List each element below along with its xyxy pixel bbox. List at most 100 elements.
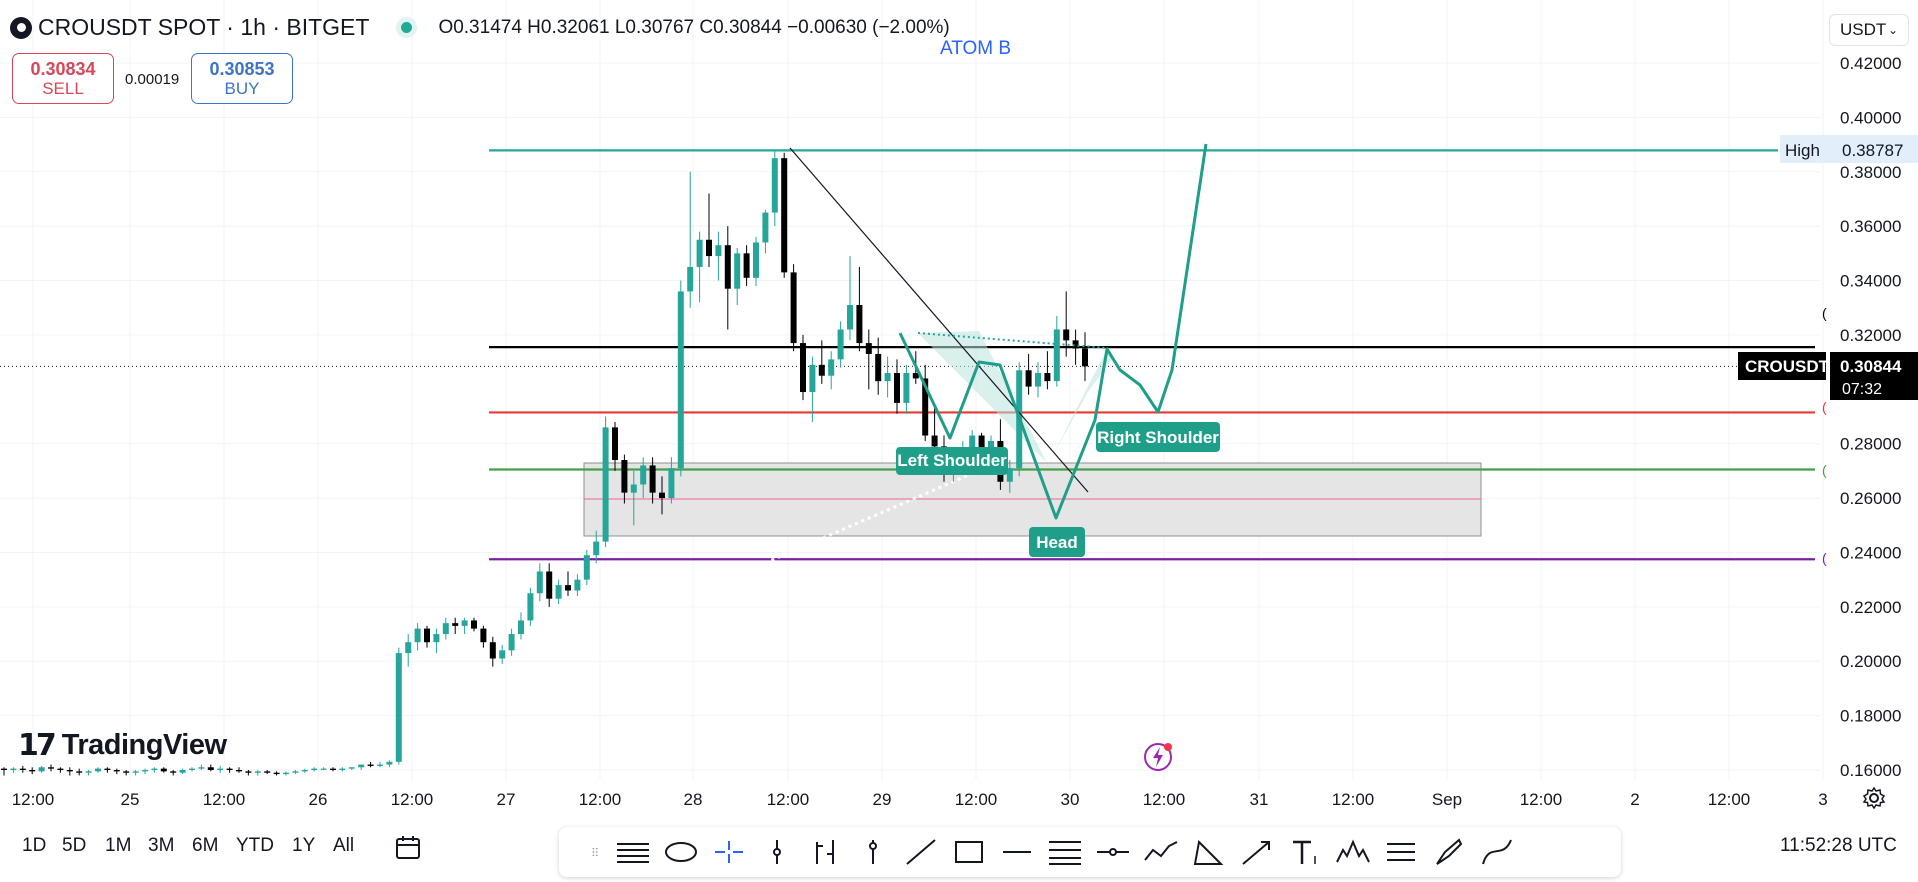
range-3m-button[interactable]: 3M [148, 835, 175, 856]
price-axis[interactable]: 0.42000 0.40000 0.38000 0.36000 0.34000 0.320… [1840, 54, 1901, 780]
candle-body [621, 460, 628, 493]
symbol-title[interactable]: CROUSDT SPOT · 1h · BITGET [38, 14, 370, 40]
horizontal-ray-icon[interactable] [993, 832, 1041, 872]
date-range-icon[interactable] [1377, 832, 1425, 872]
candle-body [771, 158, 778, 213]
polyline-icon[interactable] [1137, 832, 1185, 872]
price-tick-label: 0.16000 [1840, 761, 1901, 780]
candle-body [687, 266, 694, 292]
time-tick-label: 12:00 [391, 790, 434, 809]
head-shoulders-pattern[interactable] [898, 143, 1208, 520]
rectangle-icon[interactable] [945, 832, 993, 872]
range-1d-button[interactable]: 1D [22, 835, 47, 856]
candle-body [330, 768, 336, 770]
time-tick-label: 12:00 [1708, 790, 1751, 809]
candle-body [865, 343, 872, 354]
brush-icon[interactable] [1425, 832, 1473, 872]
label-head[interactable]: Head [1029, 527, 1085, 557]
path-icon[interactable] [1473, 832, 1521, 872]
candle-body [912, 372, 919, 379]
spread-value: 0.00019 [125, 71, 180, 88]
trend-line[interactable] [789, 147, 1089, 493]
long-position-icon[interactable] [609, 832, 657, 872]
candle-body [1035, 372, 1041, 387]
level-marker: ( [1822, 305, 1827, 321]
candle-body [574, 579, 581, 591]
candle-body [471, 620, 477, 629]
candle-body [565, 585, 571, 591]
candle-body [649, 465, 656, 493]
time-tick-label: 2 [1630, 790, 1639, 809]
settings-gear-icon[interactable] [1862, 786, 1886, 810]
sell-button[interactable]: 0.30834 SELL [12, 53, 114, 104]
candle-body [452, 623, 459, 626]
label-right-shoulder[interactable]: Right Shoulder [1096, 422, 1220, 452]
buy-label: BUY [224, 78, 260, 98]
candle-body [903, 372, 910, 403]
ellipse-icon[interactable] [657, 832, 705, 872]
flash-icon[interactable] [1142, 741, 1174, 773]
text-icon[interactable] [1281, 832, 1329, 872]
time-tick-label: 27 [497, 790, 516, 809]
time-tick-label: 29 [873, 790, 892, 809]
utc-clock[interactable]: 11:52:28 UTC [1780, 835, 1897, 856]
svg-text:07:32: 07:32 [1842, 381, 1882, 398]
currency-select[interactable]: USDT ⌄ [1829, 14, 1909, 46]
candle-body [367, 764, 374, 766]
dotted-trend-line [764, 466, 986, 565]
grip-icon [589, 832, 609, 872]
price-tick-label: 0.18000 [1840, 707, 1901, 726]
bars-icon[interactable] [801, 832, 849, 872]
candle-body [301, 770, 308, 772]
candle-body [405, 642, 412, 654]
label-left-shoulder[interactable]: Left Shoulder [896, 447, 1008, 475]
price-tick-label: 0.42000 [1840, 54, 1901, 73]
buy-button[interactable]: 0.30853 BUY [191, 53, 293, 104]
candle-body [583, 555, 590, 580]
candle-body [311, 768, 318, 770]
chart-grid [0, 0, 1824, 780]
candle-body [358, 764, 365, 768]
horizontal-line-icon[interactable] [1089, 832, 1137, 872]
candle-body [320, 768, 327, 770]
candle-body [753, 242, 759, 278]
candle-body [48, 767, 54, 769]
fib-icon[interactable] [1041, 832, 1089, 872]
tradingview-logo[interactable]: 𝟭𝟳 TradingView [18, 728, 227, 763]
vertical-line-icon[interactable] [753, 832, 801, 872]
range-ytd-button[interactable]: YTD [236, 835, 274, 856]
crosshair-icon[interactable] [705, 832, 753, 872]
range-1y-button[interactable]: 1Y [292, 835, 316, 856]
candle-body [104, 768, 111, 770]
date-range-picker-icon[interactable] [394, 833, 424, 863]
candle-body [837, 329, 844, 360]
candle-body [132, 771, 139, 773]
range-5d-button[interactable]: 5D [62, 835, 87, 856]
svg-text:0.38787: 0.38787 [1842, 141, 1903, 160]
range-all-button[interactable]: All [333, 835, 355, 856]
candle-body [800, 343, 806, 393]
price-tick-label: 0.28000 [1840, 435, 1901, 454]
neckline-dotted [917, 332, 1109, 349]
range-1m-button[interactable]: 1M [105, 835, 132, 856]
time-axis[interactable]: 12:00 25 12:00 26 12:00 27 12:00 28 12:00 29 12:00… [12, 790, 1828, 809]
candle-body [790, 272, 797, 344]
time-tick-label: 30 [1061, 790, 1080, 809]
range-6m-button[interactable]: 6M [192, 835, 219, 856]
head-shoulders-icon[interactable] [1329, 832, 1377, 872]
candle-body [461, 620, 468, 626]
candle-body [1, 768, 7, 770]
candle-body [1072, 340, 1079, 349]
exchange-logo-icon [10, 16, 32, 39]
arrow-icon[interactable] [1233, 832, 1281, 872]
ohlc-values: O0.31474 H0.32061 L0.30767 C0.30844 −0.0… [438, 16, 950, 38]
symbol-header[interactable]: CROUSDT SPOT · 1h · BITGET O0.31474 H0.3… [10, 14, 950, 41]
svg-text:Left Shoulder: Left Shoulder [897, 451, 1007, 470]
candle-body [160, 768, 167, 772]
triangle-icon[interactable] [1185, 832, 1233, 872]
trend-line-icon[interactable] [897, 832, 945, 872]
vertical-line-dot-icon[interactable] [849, 832, 897, 872]
sell-price: 0.30834 [30, 58, 96, 79]
candle-body [1063, 329, 1070, 341]
